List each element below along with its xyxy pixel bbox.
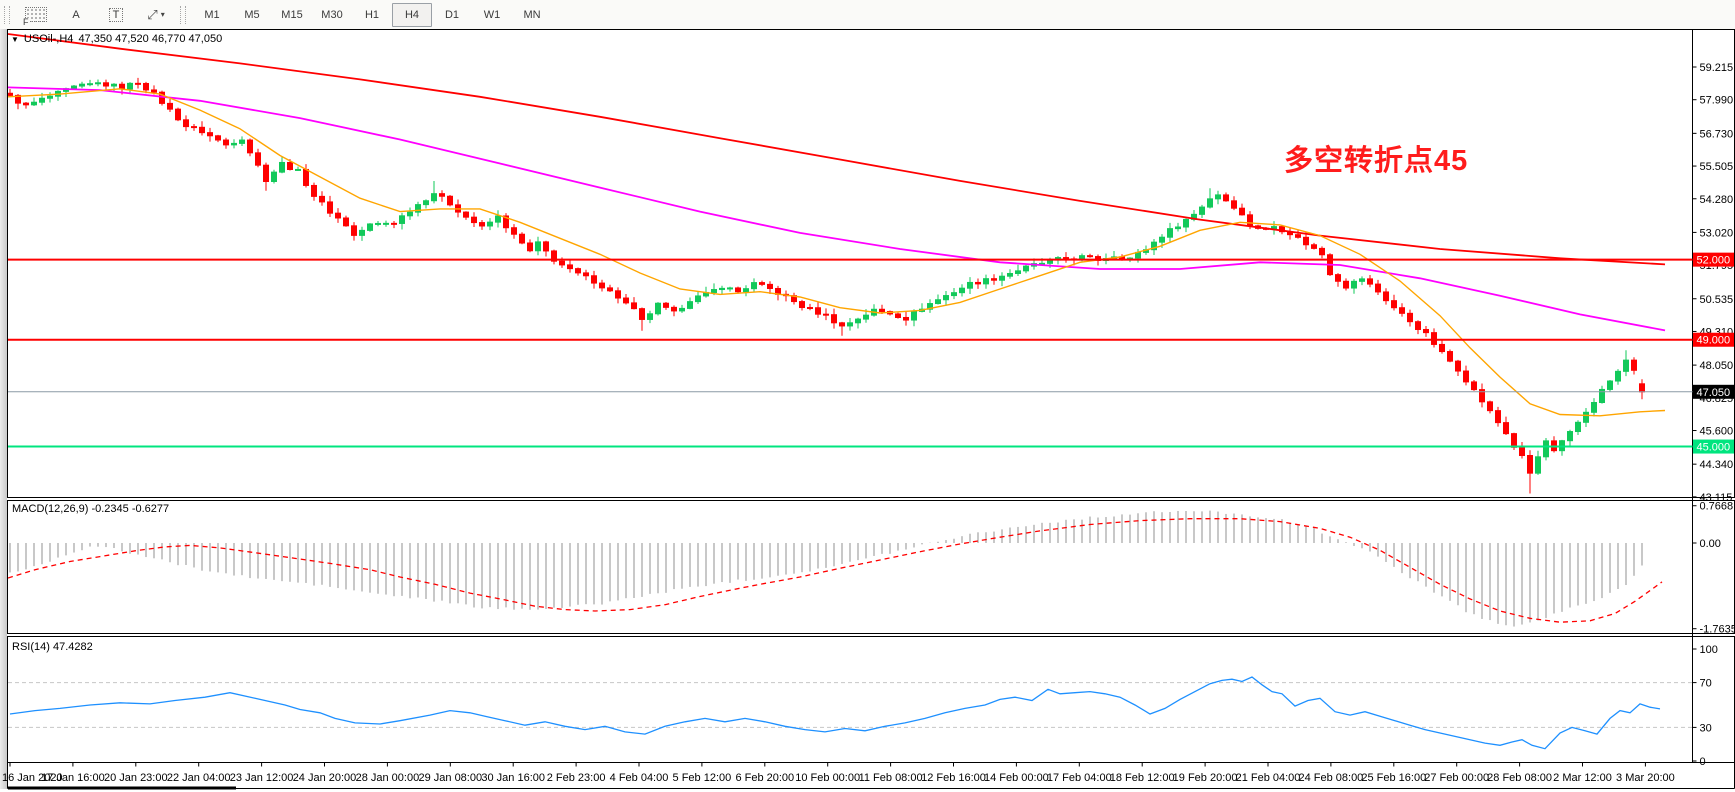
pattern-box-icon: F <box>22 7 47 27</box>
price-axis-tick: 59.215 <box>1700 62 1734 74</box>
price-axis-tick: 57.990 <box>1700 95 1734 107</box>
timeframe-button-d1[interactable]: D1 <box>444 8 460 21</box>
time-axis-label: 22 Jan 04:00 <box>167 772 231 784</box>
time-axis-label: 28 Jan 00:00 <box>356 772 420 784</box>
chart-title: ▼ USOil-,H4 47,350 47,520 46,770 47,050 <box>11 33 222 45</box>
toolbar-gripper[interactable] <box>180 5 186 24</box>
time-axis-label: 14 Feb 00:00 <box>984 772 1049 784</box>
price-axis-tick: 56.730 <box>1700 128 1734 140</box>
macd-histogram <box>9 510 1643 627</box>
macd-indicator-label: MACD(12,26,9) -0.2345 -0.6277 <box>12 503 170 515</box>
price-label-52.000: 52.000 <box>1693 252 1734 267</box>
svg-text:45.000: 45.000 <box>1697 442 1731 454</box>
symbol-period-label: USOil-,H4 <box>23 33 74 45</box>
time-axis-label: 17 Jan 16:00 <box>41 772 105 784</box>
time-axis-label: 10 Feb 00:00 <box>795 772 860 784</box>
rsi-axis-tick: 70 <box>1700 678 1712 690</box>
time-axis-label: 21 Feb 04:00 <box>1236 772 1301 784</box>
price-axis-tick: 50.535 <box>1700 294 1734 306</box>
rsi-panel[interactable] <box>7 636 1735 763</box>
timeframe-button-m15[interactable]: M15 <box>281 8 303 21</box>
price-label-47.050: 47.050 <box>1693 384 1734 399</box>
timeframe-button-w1[interactable]: W1 <box>483 8 501 21</box>
main-price-panel[interactable] <box>7 29 1735 498</box>
price-label-49.000: 49.000 <box>1693 332 1734 347</box>
time-axis-label: 19 Feb 20:00 <box>1173 772 1238 784</box>
price-axis-tick: 44.340 <box>1700 459 1734 471</box>
price-label-45.000: 45.000 <box>1693 439 1734 454</box>
time-axis-label: 29 Jan 08:00 <box>418 772 482 784</box>
ma-slow-red-line <box>8 33 1666 266</box>
timeframe-button-m1[interactable]: M1 <box>204 8 220 21</box>
pattern-box-button[interactable]: F <box>16 3 56 27</box>
toolbar-gripper[interactable] <box>4 5 10 24</box>
time-axis-label: 5 Feb 12:00 <box>673 772 732 784</box>
text-tool-icon: T <box>108 7 124 22</box>
macd-axis-tick: 0.00 <box>1700 538 1721 550</box>
time-axis-label: 12 Feb 16:00 <box>921 772 986 784</box>
macd-signal-line <box>8 518 1663 623</box>
time-axis-label: 2 Feb 23:00 <box>547 772 606 784</box>
macd-axis-tick: -1.7635 <box>1700 624 1735 636</box>
time-axis-label: 3 Mar 20:00 <box>1616 772 1675 784</box>
ma-mid-magenta-line <box>8 86 1666 332</box>
dropdown-caret-icon: ▾ <box>160 10 165 19</box>
chinese-annotation-text: 多空转折点45 <box>1284 145 1469 177</box>
svg-text:47.050: 47.050 <box>1697 387 1731 399</box>
ma-fast-orange-line <box>8 88 1666 417</box>
price-axis-tick: 53.020 <box>1700 227 1734 239</box>
left-window-edge <box>0 29 7 789</box>
rsi-indicator-label: RSI(14) 47.4282 <box>12 641 93 653</box>
candles-layer[interactable] <box>8 77 1645 494</box>
time-axis-label: 18 Feb 12:00 <box>1110 772 1175 784</box>
rsi-axis-tick: 30 <box>1700 722 1712 734</box>
ohlc-readout: 47,350 47,520 46,770 47,050 <box>78 33 223 45</box>
macd-panel[interactable] <box>7 500 1735 634</box>
moving-averages-layer <box>8 33 1666 417</box>
macd-axis-tick: 0.7668 <box>1700 501 1734 513</box>
timeframe-button-m30[interactable]: M30 <box>321 8 343 21</box>
time-axis-label: 16 Jan 2020 <box>2 772 63 784</box>
time-axis-label: 11 Feb 08:00 <box>859 772 923 784</box>
timeframe-button-m5[interactable]: M5 <box>244 8 260 21</box>
time-axis-label: 4 Feb 04:00 <box>610 772 669 784</box>
symbol-dropdown-icon[interactable]: ▼ <box>11 34 19 44</box>
price-axis-tick: 43.115 <box>1700 492 1733 504</box>
diagonal-arrows-icon: ⤢ <box>147 7 158 22</box>
timeframe-button-mn[interactable]: MN <box>523 8 541 21</box>
price-axis-tick: 48.050 <box>1700 360 1734 372</box>
horizontal-scrollbar[interactable] <box>8 786 236 790</box>
rsi-line <box>9 676 1661 750</box>
text-tool-button[interactable]: T <box>96 3 136 27</box>
font-style-button[interactable]: A <box>72 8 80 21</box>
time-axis-label: 24 Feb 08:00 <box>1298 772 1363 784</box>
time-axis-label: 25 Feb 16:00 <box>1361 772 1426 784</box>
rsi-axis-tick: 100 <box>1700 644 1718 656</box>
time-axis-label: 30 Jan 16:00 <box>481 772 545 784</box>
timeframe-button-h1[interactable]: H1 <box>364 8 380 21</box>
top-toolbar: F A T ⤢ ▾ M1 M5 M15 M30 H1 H4 D1 W1 MN <box>0 0 1735 29</box>
styles-dropdown-button[interactable]: ⤢ ▾ <box>136 3 176 27</box>
svg-text:52.000: 52.000 <box>1697 255 1731 267</box>
time-axis-label: 27 Feb 00:00 <box>1424 772 1489 784</box>
time-axis-label: 6 Feb 20:00 <box>735 772 794 784</box>
svg-text:49.000: 49.000 <box>1697 335 1731 347</box>
time-axis-label: 20 Jan 23:00 <box>104 772 168 784</box>
time-axis-label: 28 Feb 08:00 <box>1487 772 1552 784</box>
time-axis-label: 24 Jan 20:00 <box>293 772 357 784</box>
rsi-axis-tick: 0 <box>1700 756 1706 768</box>
timeframe-button-h4[interactable]: H4 <box>392 2 432 27</box>
price-axis-tick: 54.280 <box>1700 194 1734 206</box>
price-axis-tick: 45.600 <box>1700 426 1734 438</box>
time-axis-label: 2 Mar 12:00 <box>1553 772 1612 784</box>
time-axis-label: 17 Feb 04:00 <box>1047 772 1112 784</box>
price-axis-tick: 55.505 <box>1700 161 1734 173</box>
time-axis-label: 23 Jan 12:00 <box>230 772 294 784</box>
